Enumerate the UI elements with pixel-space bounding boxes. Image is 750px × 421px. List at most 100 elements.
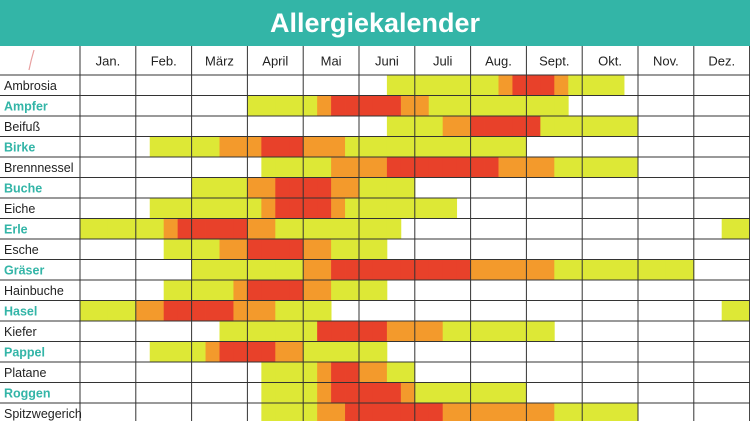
heat-cell [386, 218, 402, 239]
heat-cell [345, 280, 360, 301]
heat-cell [261, 259, 276, 280]
heat-cell [386, 75, 402, 96]
heat-cell [93, 300, 109, 321]
heat-cell [526, 321, 541, 342]
heat-cell [498, 157, 513, 178]
heat-cell [149, 136, 165, 157]
heat-cell [247, 300, 262, 321]
heat-cell [470, 95, 485, 116]
heat-cell [721, 300, 737, 321]
heat-cell [540, 95, 555, 116]
heat-cell [275, 177, 290, 198]
heat-cell [303, 157, 318, 178]
heat-cell [428, 95, 444, 116]
heat-cell [442, 116, 458, 137]
heat-cell [386, 321, 402, 342]
heat-cell [317, 157, 332, 178]
heat-cell [610, 403, 625, 421]
heat-cell [275, 403, 290, 421]
heat-cell [596, 157, 611, 178]
heat-cell [331, 218, 346, 239]
plant-label: Eiche [4, 202, 35, 216]
heat-cell [205, 177, 220, 198]
heat-cell [484, 136, 499, 157]
heat-cell [484, 382, 499, 403]
heat-cell [135, 218, 151, 239]
heat-cell [414, 136, 430, 157]
heat-cell [303, 280, 318, 301]
heat-cell [219, 239, 234, 260]
heat-cell [345, 177, 360, 198]
heat-cell [289, 341, 304, 362]
heat-cell [289, 280, 304, 301]
heat-cell [317, 218, 332, 239]
heat-cell [624, 403, 639, 421]
heat-cell [121, 218, 137, 239]
heat-cell [275, 321, 290, 342]
heat-cell [331, 362, 346, 383]
heat-cell [386, 259, 402, 280]
heat-cell [261, 362, 276, 383]
heat-cell [414, 259, 430, 280]
heat-cell [191, 259, 206, 280]
heat-cell [540, 321, 555, 342]
heat-cell [177, 198, 192, 219]
plant-label: Platane [4, 366, 46, 380]
heat-cell [442, 321, 458, 342]
heat-cell [219, 300, 234, 321]
heat-cell [498, 116, 513, 137]
plant-label: Gräser [4, 263, 44, 277]
heat-cell [414, 116, 430, 137]
heat-cell [219, 136, 234, 157]
heat-cell [163, 341, 179, 362]
heat-cell [289, 300, 304, 321]
heat-cell [331, 341, 346, 362]
heat-cell [400, 321, 416, 342]
heat-cell [526, 157, 541, 178]
heat-cell [596, 403, 611, 421]
heat-cell [275, 300, 290, 321]
heat-cell [345, 136, 360, 157]
heat-cell [219, 218, 234, 239]
heat-cell [275, 218, 290, 239]
heat-cell [359, 382, 374, 403]
plant-label: Hasel [4, 304, 37, 318]
heat-cell [275, 239, 290, 260]
heat-cell [526, 95, 541, 116]
heat-cell [317, 300, 332, 321]
heat-cell [289, 321, 304, 342]
heat-cell [219, 341, 234, 362]
heat-cell [303, 177, 318, 198]
heat-cell [610, 116, 625, 137]
heat-cell [428, 403, 444, 421]
heat-cell [275, 382, 290, 403]
heat-cell [177, 136, 192, 157]
heat-cell [163, 198, 179, 219]
heat-cell [331, 280, 346, 301]
heat-cell [484, 403, 499, 421]
heat-cell [275, 136, 290, 157]
heat-cell [372, 280, 388, 301]
heat-cell [219, 280, 234, 301]
heat-cell [331, 321, 346, 342]
heat-cell [345, 341, 360, 362]
heat-cell [163, 300, 179, 321]
heat-cell [261, 218, 276, 239]
heat-cell [317, 382, 332, 403]
heat-cell [442, 382, 458, 403]
heat-cell [484, 75, 499, 96]
heat-cell [247, 95, 262, 116]
heat-cell [177, 341, 192, 362]
month-label: Nov. [653, 54, 679, 69]
heat-cell [191, 136, 206, 157]
heat-cell [247, 218, 262, 239]
heat-cell [317, 403, 332, 421]
heat-cell [428, 382, 444, 403]
heat-cell [331, 382, 346, 403]
heat-cell [317, 362, 332, 383]
heat-cell [163, 239, 179, 260]
heat-cell [261, 157, 276, 178]
heat-cell [512, 403, 527, 421]
heat-cell [386, 157, 402, 178]
heat-cell [233, 136, 248, 157]
